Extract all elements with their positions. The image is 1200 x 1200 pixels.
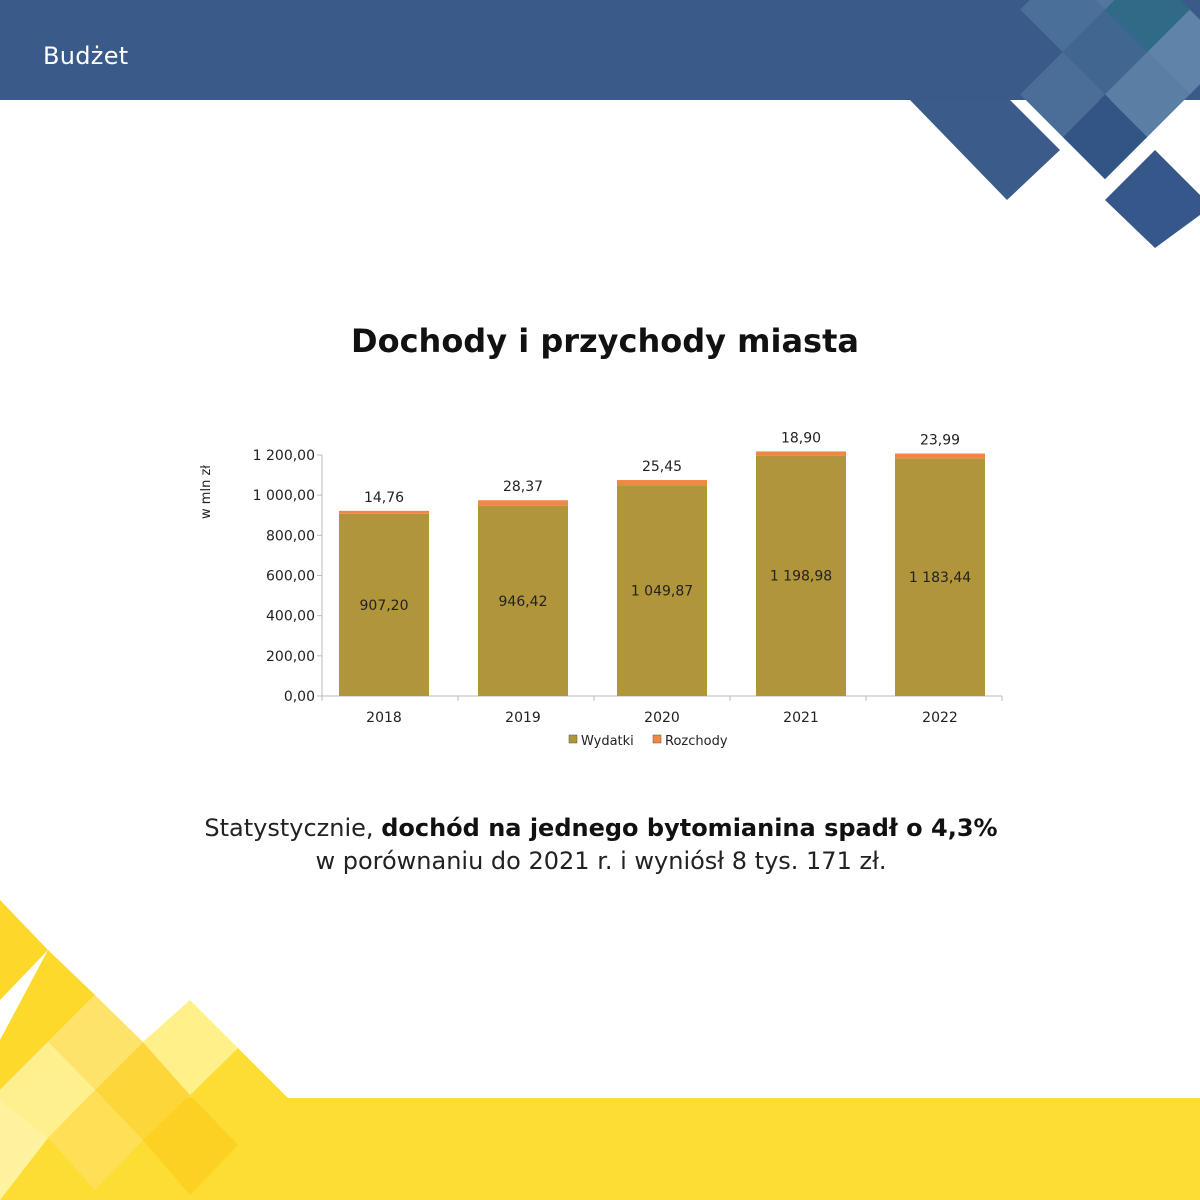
y-tick-label: 200,00: [266, 649, 315, 665]
y-tick-label: 1 000,00: [253, 488, 315, 504]
y-tick-label: 400,00: [266, 609, 315, 625]
x-tick-label-2022: 2022: [922, 710, 958, 726]
data-label-wydatki-2019: 946,42: [499, 594, 548, 610]
x-tick-label-2020: 2020: [644, 710, 680, 726]
bar-rozchody-2021: [756, 451, 846, 456]
caption-line-1: Statystycznie, dochód na jednego bytomia…: [0, 812, 1200, 845]
data-label-rozchody-2020: 25,45: [642, 459, 682, 475]
data-label-wydatki-2020: 1 049,87: [631, 584, 693, 600]
legend-label-rozchody: Rozchody: [665, 734, 728, 749]
data-label-rozchody-2019: 28,37: [503, 479, 543, 495]
y-tick-label: 1 200,00: [253, 448, 315, 464]
x-tick-label-2019: 2019: [505, 710, 541, 726]
bar-rozchody-2022: [895, 453, 985, 459]
data-label-rozchody-2022: 23,99: [920, 433, 960, 449]
caption-line-2: w porównaniu do 2021 r. i wyniósł 8 tys.…: [315, 847, 887, 875]
bar-wydatki-2019: [478, 505, 568, 696]
legend-label-wydatki: Wydatki: [581, 734, 634, 749]
data-label-rozchody-2018: 14,76: [364, 490, 404, 506]
data-label-wydatki-2021: 1 198,98: [770, 569, 832, 585]
decorative-diamonds-top-right: [910, 0, 1200, 248]
caption-prefix: Statystycznie,: [204, 814, 382, 842]
decorative-diamonds-bottom-left: [0, 900, 290, 1200]
data-label-wydatki-2022: 1 183,44: [909, 570, 971, 586]
data-label-wydatki-2018: 907,20: [360, 598, 409, 614]
legend-swatch-wydatki: [568, 734, 578, 744]
bar-rozchody-2018: [339, 510, 429, 514]
x-tick-label-2018: 2018: [366, 710, 402, 726]
y-axis-label: w mln zł: [199, 465, 214, 519]
data-label-rozchody-2021: 18,90: [781, 430, 821, 446]
caption-highlight: dochód na jednego bytomianina spadł o 4,…: [381, 814, 998, 842]
bar-rozchody-2020: [617, 480, 707, 486]
bar-wydatki-2020: [617, 485, 707, 696]
y-tick-label: 0,00: [284, 689, 315, 705]
bar-wydatki-2021: [756, 455, 846, 696]
bar-chart: w mln zł 0,00 200,00 400,00 600,00 800,00 1 0…: [199, 430, 1003, 749]
x-tick-label-2021: 2021: [783, 710, 819, 726]
legend-swatch-rozchody: [652, 734, 662, 744]
y-tick-label: 600,00: [266, 569, 315, 585]
bar-wydatki-2018: [339, 513, 429, 696]
chart-title: Dochody i przychody miasta: [351, 322, 859, 360]
header-title: Budżet: [43, 42, 129, 70]
bar-rozchody-2019: [478, 500, 568, 506]
y-tick-label: 800,00: [266, 528, 315, 544]
bar-wydatki-2022: [895, 458, 985, 696]
caption: Statystycznie, dochód na jednego bytomia…: [0, 812, 1200, 878]
